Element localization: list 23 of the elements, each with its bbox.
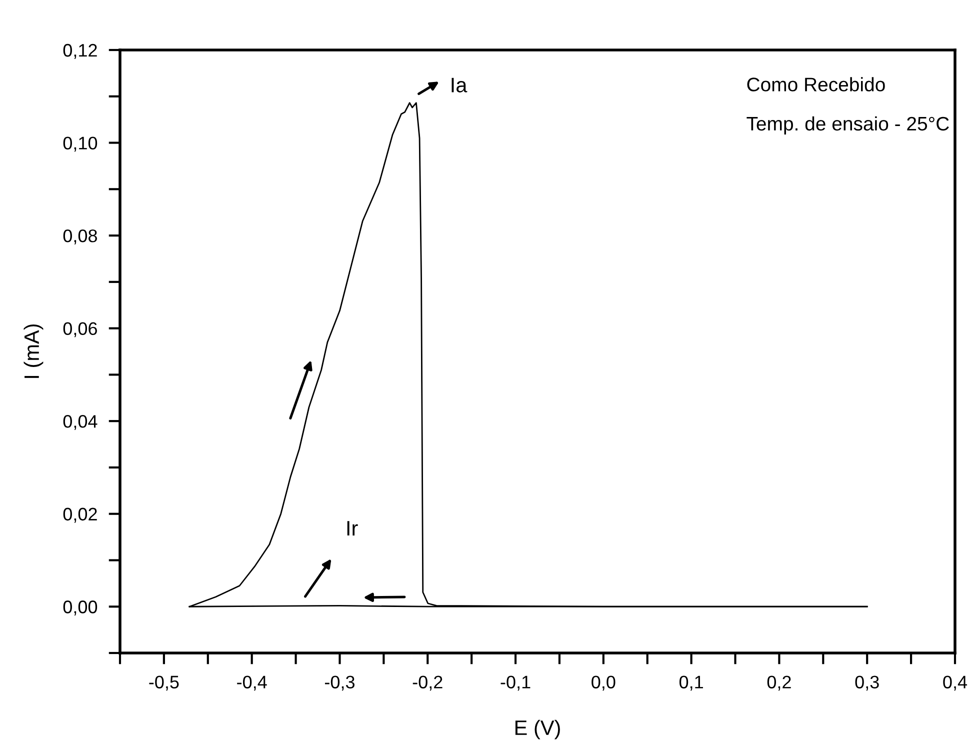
x-tick-label: -0,2	[412, 676, 442, 691]
y-tick-label: 0,00	[63, 600, 98, 616]
y-tick-label: 0,04	[63, 415, 98, 430]
annotation: Como Recebido	[747, 77, 885, 92]
x-tick-label: -0,4	[237, 676, 267, 691]
x-tick-label: -0,3	[324, 676, 354, 691]
y-tick-label: 0,10	[63, 136, 98, 152]
y-tick-label: 0,02	[63, 508, 97, 523]
y-tick-label: 0,06	[63, 322, 97, 338]
x-tick-label: 0,3	[855, 676, 879, 691]
annotation: Ir	[347, 521, 358, 536]
annotation: Ia	[452, 78, 468, 92]
x-axis-title: E (V)	[515, 720, 560, 740]
x-tick-label: 0,1	[679, 676, 703, 691]
y-tick-label: 0,08	[63, 229, 97, 244]
x-tick-label: 0,0	[592, 676, 616, 691]
y-axis-title: I (mA)	[24, 324, 44, 378]
annotation: Temp. de ensaio - 25°C	[746, 116, 949, 134]
x-tick-label: -0,1	[500, 676, 530, 691]
x-tick-label: 0,4	[943, 676, 968, 691]
x-tick-label: -0,5	[149, 676, 179, 691]
y-tick-label: 0,12	[63, 44, 97, 59]
x-tick-label: 0,2	[767, 676, 791, 691]
